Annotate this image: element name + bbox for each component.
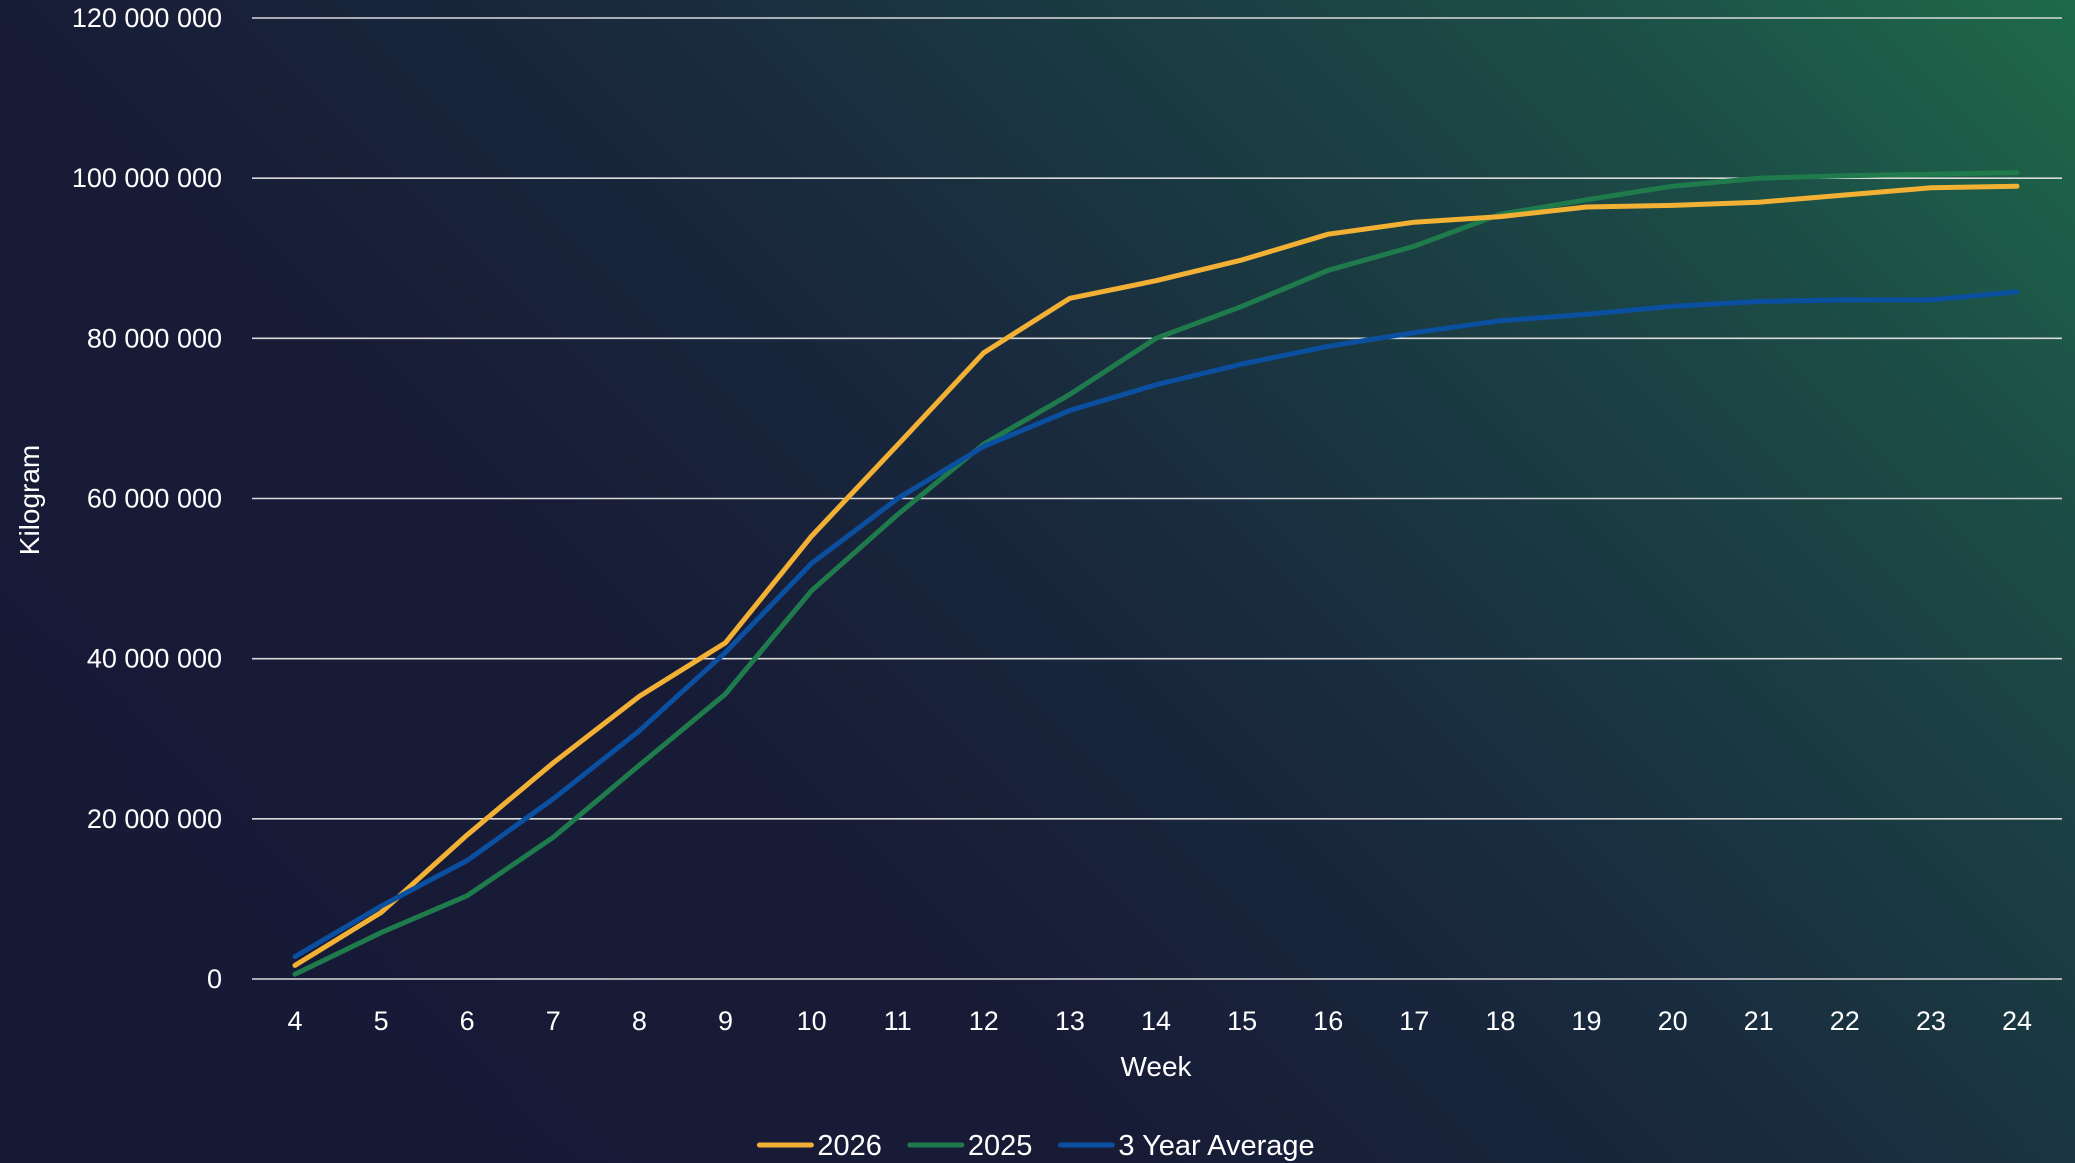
y-axis-tick-labels: 0 20 000 000 40 000 000 60 000 000 80 000 00… — [72, 3, 222, 994]
x-tick-label-13: 13 — [1055, 1006, 1085, 1036]
x-tick-label-24: 24 — [2002, 1006, 2032, 1036]
x-axis-title: Week — [1120, 1051, 1192, 1082]
x-tick-label-7: 7 — [546, 1006, 561, 1036]
x-tick-label-21: 21 — [1744, 1006, 1774, 1036]
x-tick-label-9: 9 — [718, 1006, 733, 1036]
y-tick-label-2: 40 000 000 — [87, 644, 222, 674]
x-tick-label-14: 14 — [1141, 1006, 1171, 1036]
y-tick-label-0: 0 — [207, 964, 222, 994]
x-tick-label-18: 18 — [1485, 1006, 1515, 1036]
series-line-2026 — [292, 183, 2020, 968]
x-tick-label-12: 12 — [969, 1006, 999, 1036]
x-tick-label-10: 10 — [797, 1006, 827, 1036]
legend-item-2026: 2026 — [756, 1130, 882, 1162]
x-tick-label-22: 22 — [1830, 1006, 1860, 1036]
series-line-3-year-average — [292, 289, 2020, 960]
x-tick-label-4: 4 — [287, 1006, 302, 1036]
series-line-2025 — [292, 170, 2020, 977]
x-tick-label-5: 5 — [374, 1006, 389, 1036]
x-tick-label-15: 15 — [1227, 1006, 1257, 1036]
y-tick-label-4: 80 000 000 — [87, 323, 222, 353]
x-tick-label-20: 20 — [1658, 1006, 1688, 1036]
legend-label: 3 Year Average — [1118, 1130, 1314, 1162]
legend: 2026 2025 3 Year Average — [756, 1130, 1315, 1162]
x-tick-label-6: 6 — [460, 1006, 475, 1036]
y-axis-title: Kilogram — [14, 445, 45, 555]
x-tick-label-19: 19 — [1571, 1006, 1601, 1036]
x-tick-label-8: 8 — [632, 1006, 647, 1036]
x-tick-label-11: 11 — [884, 1006, 912, 1036]
y-tick-label-1: 20 000 000 — [87, 804, 222, 834]
legend-item-2025: 2025 — [907, 1130, 1033, 1162]
y-tick-label-3: 60 000 000 — [87, 484, 222, 514]
x-tick-label-23: 23 — [1916, 1006, 1946, 1036]
legend-label: 2026 — [817, 1130, 882, 1162]
x-tick-label-16: 16 — [1313, 1006, 1343, 1036]
legend-label: 2025 — [968, 1130, 1033, 1162]
series-lines — [292, 170, 2020, 977]
x-axis-tick-labels: 4 5 6 7 8 9 10 11 12 13 14 15 16 17 18 19 20 21 22 23 24 — [287, 1006, 2032, 1036]
y-tick-label-5: 100 000 000 — [72, 163, 222, 193]
legend-item-3-year-average: 3 Year Average — [1057, 1130, 1315, 1162]
y-tick-label-6: 120 000 000 — [72, 3, 222, 33]
x-tick-label-17: 17 — [1399, 1006, 1429, 1036]
gridlines — [252, 17, 2062, 980]
